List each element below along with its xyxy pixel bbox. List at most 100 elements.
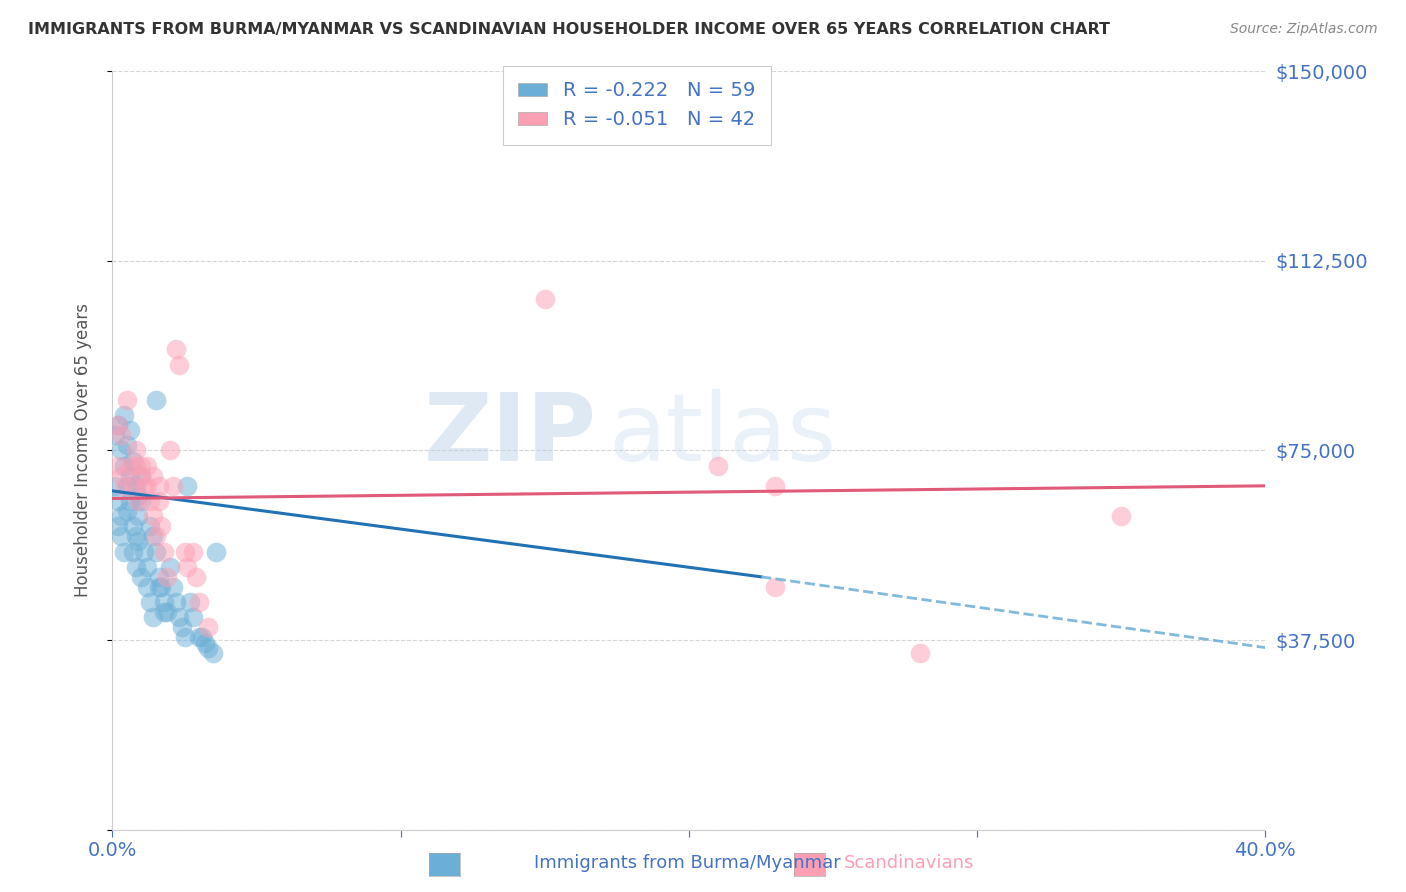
Point: [150, 519, 173, 533]
Point: [148, 580, 170, 594]
Point: [145, 529, 167, 543]
Point: [167, 610, 190, 624]
Point: [110, 529, 132, 543]
Point: [156, 570, 179, 584]
Text: Scandinavians: Scandinavians: [844, 855, 974, 872]
Point: [124, 443, 146, 458]
Point: [112, 408, 135, 422]
Point: [121, 519, 143, 533]
Point: [124, 529, 146, 543]
Point: [165, 343, 187, 357]
Point: [191, 631, 214, 645]
Point: [129, 468, 153, 483]
Point: [107, 494, 129, 508]
Point: [707, 458, 730, 473]
Point: [124, 458, 146, 473]
Point: [197, 640, 219, 655]
Point: [153, 595, 176, 609]
Point: [179, 595, 201, 609]
Point: [908, 646, 931, 660]
Text: ZIP: ZIP: [423, 389, 596, 482]
Point: [127, 509, 149, 524]
Point: [124, 479, 146, 493]
Point: [197, 620, 219, 634]
Point: [124, 559, 146, 574]
Point: [205, 544, 228, 558]
Point: [112, 544, 135, 558]
Point: [139, 494, 162, 508]
Point: [107, 458, 129, 473]
Legend: R = -0.222   N = 59, R = -0.051   N = 42: R = -0.222 N = 59, R = -0.051 N = 42: [503, 66, 770, 145]
Point: [118, 468, 141, 483]
Point: [121, 544, 143, 558]
Point: [136, 559, 159, 574]
Point: [129, 458, 153, 473]
Point: [129, 570, 153, 584]
Point: [184, 570, 207, 584]
Point: [139, 519, 162, 533]
Point: [534, 292, 557, 306]
Point: [167, 358, 190, 372]
Point: [107, 519, 129, 533]
Point: [127, 489, 149, 503]
Point: [159, 559, 181, 574]
Point: [136, 458, 159, 473]
Point: [181, 544, 204, 558]
Text: Source: ZipAtlas.com: Source: ZipAtlas.com: [1230, 22, 1378, 37]
Point: [121, 479, 143, 493]
Point: [188, 631, 211, 645]
Point: [159, 443, 181, 458]
Point: [153, 605, 176, 619]
Point: [127, 494, 149, 508]
Point: [118, 458, 141, 473]
Point: [118, 494, 141, 508]
Text: Immigrants from Burma/Myanmar: Immigrants from Burma/Myanmar: [534, 855, 841, 872]
Point: [110, 443, 132, 458]
Point: [134, 479, 156, 493]
Point: [176, 559, 198, 574]
Point: [173, 631, 195, 645]
Point: [118, 423, 141, 437]
Point: [107, 418, 129, 433]
Point: [148, 570, 170, 584]
Point: [176, 479, 198, 493]
Point: [129, 494, 153, 508]
Point: [145, 544, 167, 558]
Point: [115, 392, 138, 407]
Point: [142, 509, 165, 524]
Point: [181, 610, 204, 624]
Point: [142, 529, 165, 543]
Point: [173, 544, 195, 558]
Point: [170, 620, 193, 634]
Point: [194, 635, 217, 649]
Point: [162, 479, 184, 493]
Point: [129, 468, 153, 483]
Point: [110, 468, 132, 483]
Point: [104, 428, 127, 442]
Point: [148, 479, 170, 493]
Point: [188, 595, 211, 609]
Point: [145, 392, 167, 407]
Point: [150, 580, 173, 594]
Point: [127, 534, 149, 549]
Point: [153, 544, 176, 558]
Point: [136, 479, 159, 493]
Point: [765, 479, 787, 493]
Point: [110, 509, 132, 524]
Point: [765, 580, 787, 594]
Point: [1111, 509, 1133, 524]
Point: [202, 646, 225, 660]
Text: atlas: atlas: [609, 389, 837, 482]
Y-axis label: Householder Income Over 65 years: Householder Income Over 65 years: [73, 303, 91, 598]
Point: [112, 479, 135, 493]
Point: [142, 468, 165, 483]
Point: [115, 438, 138, 452]
Point: [156, 605, 179, 619]
Point: [104, 479, 127, 493]
Point: [165, 595, 187, 609]
Point: [115, 479, 138, 493]
Point: [162, 580, 184, 594]
Point: [142, 610, 165, 624]
Point: [121, 453, 143, 467]
Point: [110, 428, 132, 442]
